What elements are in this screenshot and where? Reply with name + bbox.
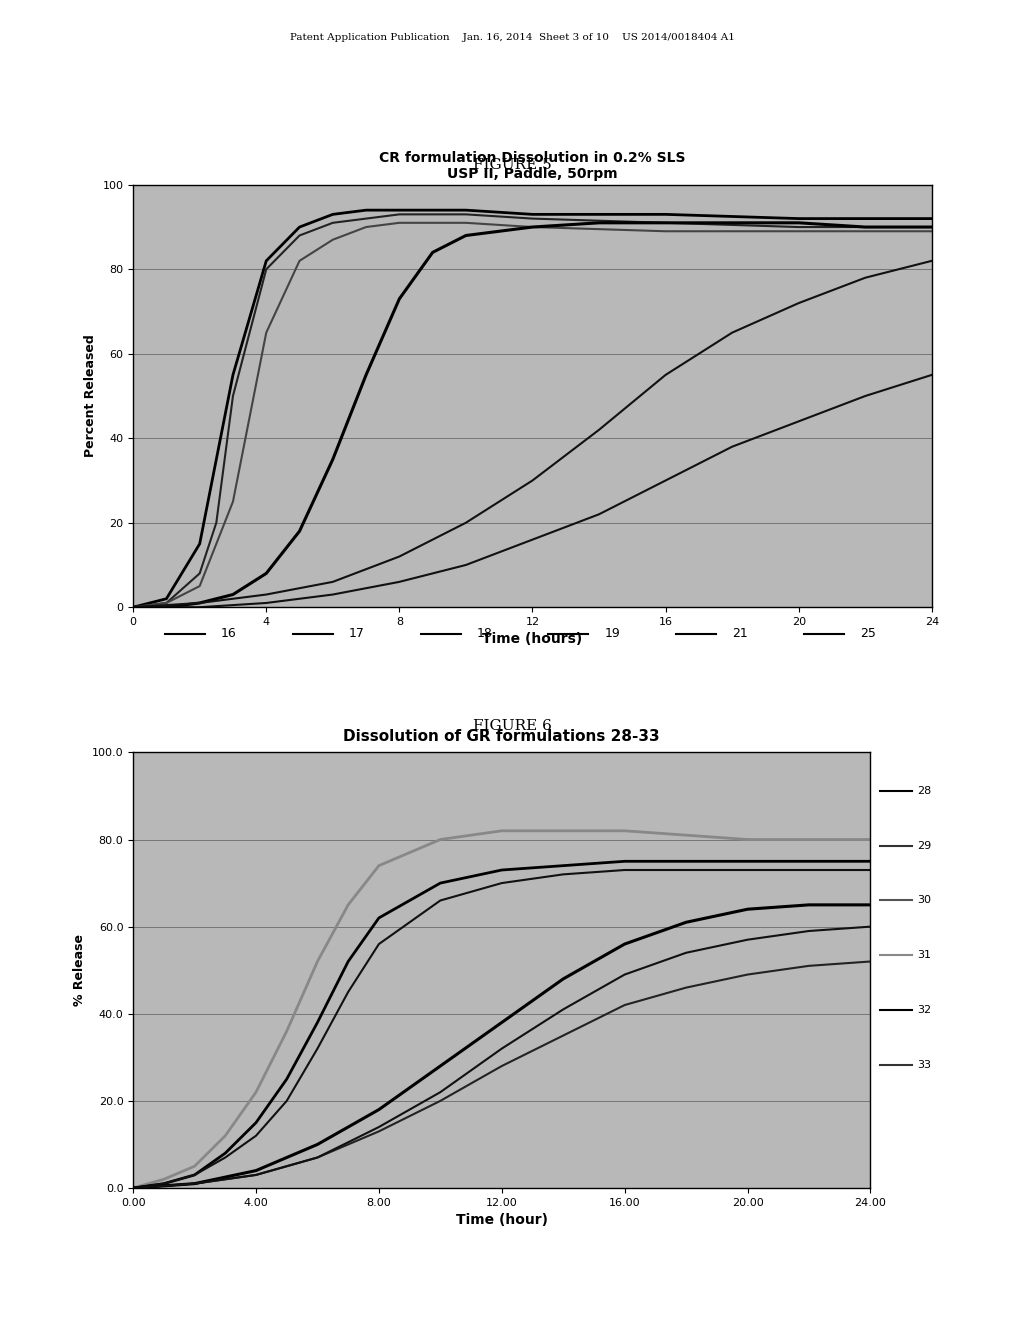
Text: 19: 19 <box>604 627 621 640</box>
Text: 33: 33 <box>918 1060 931 1071</box>
X-axis label: Time (hour): Time (hour) <box>456 1213 548 1228</box>
Text: FIGURE 5: FIGURE 5 <box>473 158 551 173</box>
Text: 21: 21 <box>732 627 748 640</box>
Text: 18: 18 <box>476 627 493 640</box>
Title: Dissolution of GR formulations 28-33: Dissolution of GR formulations 28-33 <box>343 729 660 744</box>
Text: 32: 32 <box>918 1005 931 1015</box>
Y-axis label: % Release: % Release <box>74 935 86 1006</box>
Text: 16: 16 <box>221 627 237 640</box>
Text: 29: 29 <box>918 841 931 850</box>
Text: Patent Application Publication    Jan. 16, 2014  Sheet 3 of 10    US 2014/001840: Patent Application Publication Jan. 16, … <box>290 33 734 42</box>
Text: 30: 30 <box>918 895 931 906</box>
Y-axis label: Percent Released: Percent Released <box>84 335 97 457</box>
Text: FIGURE 6: FIGURE 6 <box>472 719 552 734</box>
Text: 17: 17 <box>349 627 365 640</box>
Title: CR formulation Dissolution in 0.2% SLS
USP II, Paddle, 50rpm: CR formulation Dissolution in 0.2% SLS U… <box>379 150 686 181</box>
X-axis label: Time (hours): Time (hours) <box>482 632 583 647</box>
Text: 31: 31 <box>918 950 931 960</box>
Text: 28: 28 <box>918 785 931 796</box>
Text: 25: 25 <box>860 627 876 640</box>
